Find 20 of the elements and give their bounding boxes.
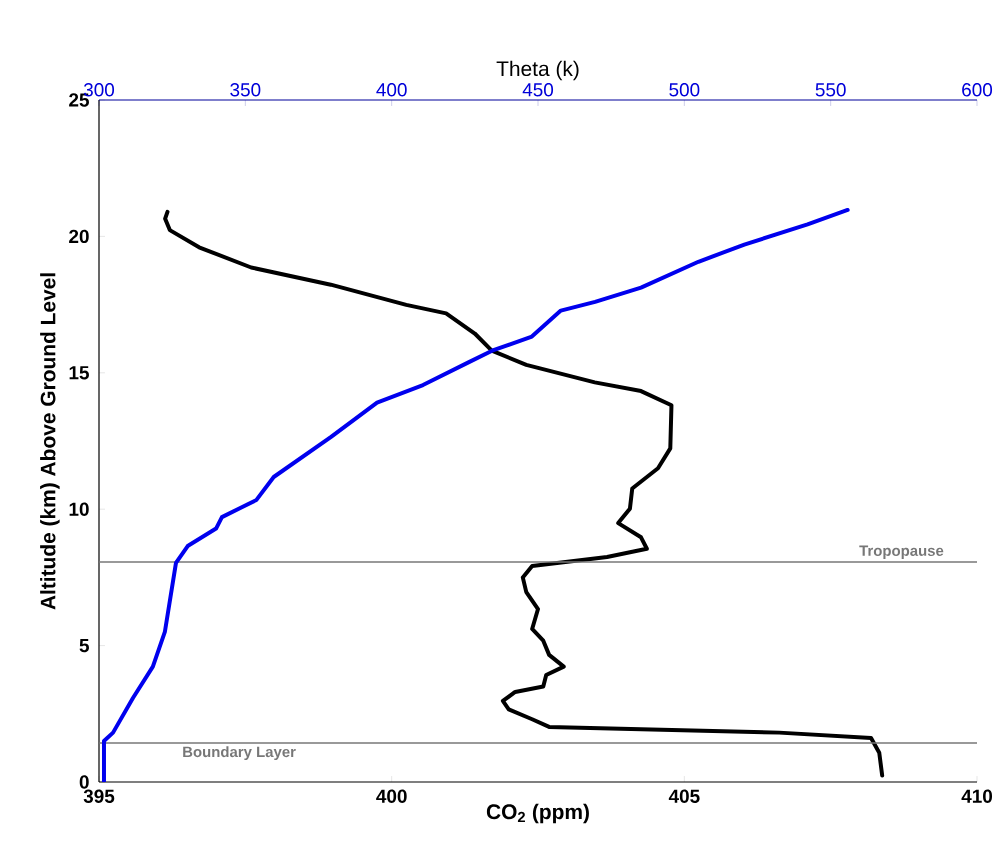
x2-axis-title: Theta (k) [496,60,579,81]
x2-tick-label: 550 [815,83,846,97]
y-tick-label: 15 [69,366,89,380]
ref-line-label: Boundary Layer [183,746,296,761]
y-tick-label: 20 [69,229,89,244]
x-tick-label: 395 [83,789,115,803]
x2-tick-label: 600 [962,83,993,97]
ref-line-label: Tropopause [859,545,944,559]
y-tick-label: 0 [79,775,89,789]
x2-tick-label: 400 [376,83,407,97]
x2-tick-label: 500 [669,83,700,97]
x-tick-label: 410 [961,789,993,803]
x2-tick-label: 450 [522,83,554,97]
y-tick-label: 5 [79,639,89,653]
x2-tick-label: 350 [230,83,261,97]
y-axis-title: Altitude (km) Above Ground Level [40,273,60,610]
y-tick-label: 10 [69,502,89,516]
x-tick-label: 400 [376,789,407,803]
x-tick-label: 405 [668,789,700,803]
x-axis-title: CO$_{2}$ (ppm) [486,803,589,824]
